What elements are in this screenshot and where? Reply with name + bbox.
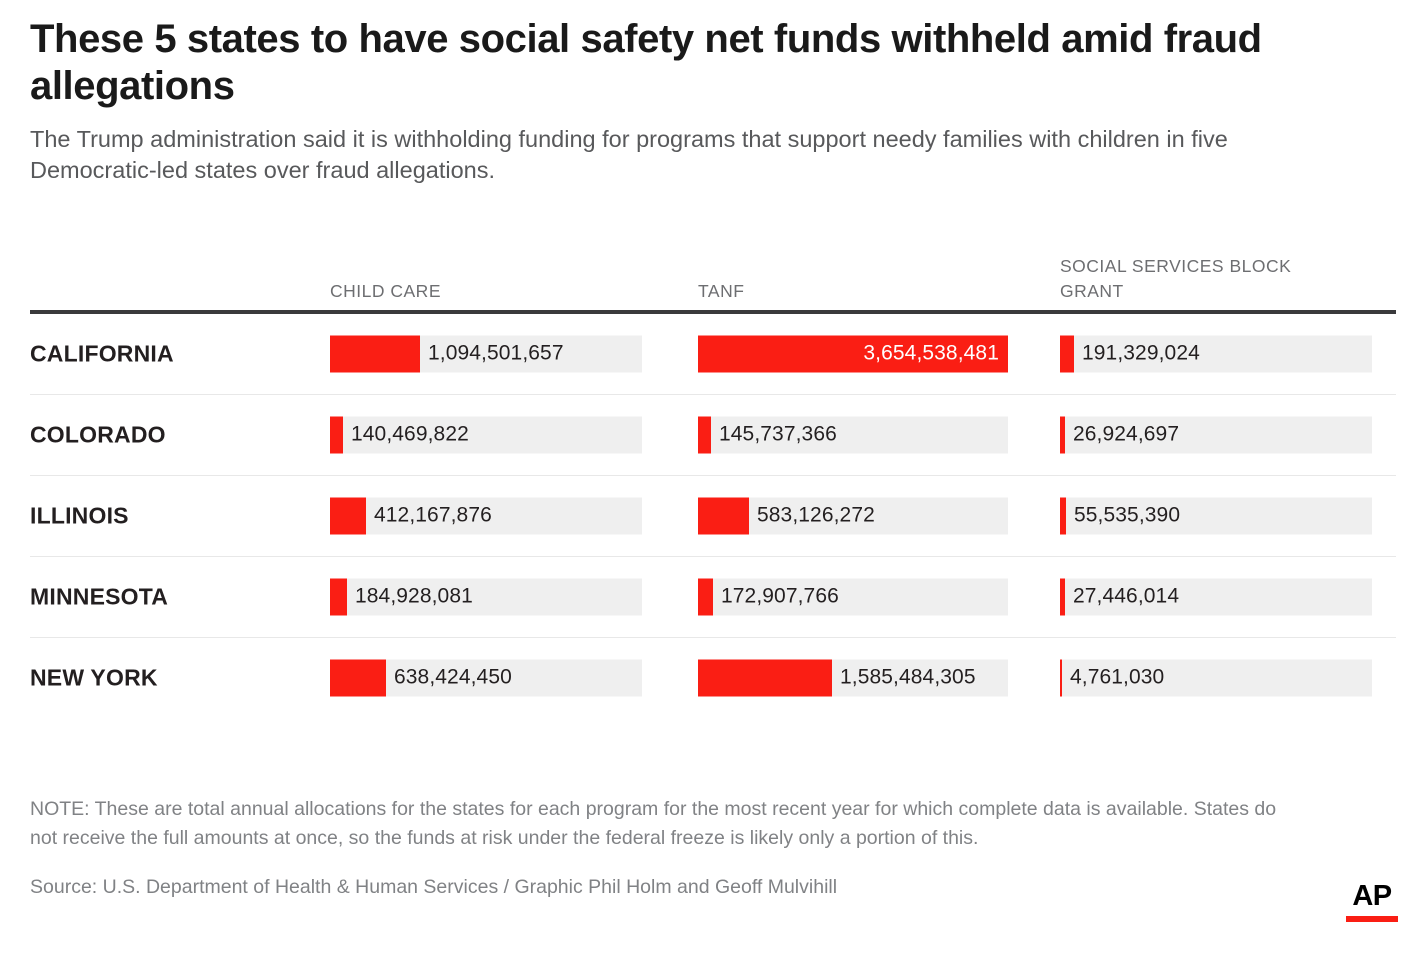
bar-track: 1,094,501,657	[330, 335, 642, 373]
bar-value-label: 145,737,366	[719, 422, 837, 446]
state-label: CALIFORNIA	[30, 340, 174, 367]
bar-fill	[698, 578, 713, 616]
bar-cell: 4,761,030	[1060, 659, 1372, 697]
bar-fill	[1060, 335, 1074, 373]
bar-cell: 583,126,272	[698, 497, 1008, 535]
footer-note: NOTE: These are total annual allocations…	[30, 798, 1277, 849]
state-label: NEW YORK	[30, 664, 158, 691]
bar-value-label: 638,424,450	[394, 665, 512, 689]
bar-cell: 184,928,081	[330, 578, 642, 616]
table-row: NEW YORK 638,424,450 1,585,484,305 4,761,03…	[30, 638, 1396, 718]
bar-cell: 1,094,501,657	[330, 335, 642, 373]
footer-source: Source: U.S. Department of Health & Huma…	[30, 876, 838, 899]
bar-value-label: 184,928,081	[355, 584, 473, 608]
bar-value-label: 26,924,697	[1073, 422, 1180, 446]
bar-cell: 145,737,366	[698, 416, 1008, 454]
bar-fill	[698, 497, 749, 535]
bar-cell: 191,329,024	[1060, 335, 1372, 373]
bar-fill	[1060, 416, 1065, 454]
page-subtitle: The Trump administration said it is with…	[30, 125, 1228, 183]
bar-track: 4,761,030	[1060, 659, 1372, 697]
bar-track: 583,126,272	[698, 497, 1008, 535]
column-header-ssbg: SOCIAL SERVICES BLOCK GRANT	[1060, 255, 1292, 301]
bar-cell: 140,469,822	[330, 416, 642, 454]
bar-fill	[330, 335, 420, 373]
bar-track: 172,907,766	[698, 578, 1008, 616]
bar-value-label: 4,761,030	[1070, 665, 1165, 689]
bar-value-label: 140,469,822	[351, 422, 469, 446]
column-header-row: CHILD CARE TANF SOCIAL SERVICES BLOCK GR…	[30, 232, 1396, 310]
footer: NOTE: These are total annual allocations…	[30, 795, 1396, 902]
bar-track: 27,446,014	[1060, 578, 1372, 616]
bar-track: 638,424,450	[330, 659, 642, 697]
bar-fill	[698, 335, 1008, 373]
bar-track: 55,535,390	[1060, 497, 1372, 535]
bar-value-label: 191,329,024	[1082, 341, 1200, 365]
table-row: COLORADO 140,469,822 145,737,366 26,924,697	[30, 395, 1396, 476]
bar-fill	[698, 659, 832, 697]
bar-cell: 638,424,450	[330, 659, 642, 697]
bar-value-label: 172,907,766	[721, 584, 839, 608]
bar-track: 1,585,484,305	[698, 659, 1008, 697]
bar-cell: 55,535,390	[1060, 497, 1372, 535]
ap-logo-underline	[1346, 916, 1398, 922]
bar-track: 26,924,697	[1060, 416, 1372, 454]
bar-value-label: 412,167,876	[374, 503, 492, 527]
bar-value-label: 1,585,484,305	[840, 665, 976, 689]
state-label: MINNESOTA	[30, 583, 169, 610]
column-header-child-care: CHILD CARE	[330, 280, 441, 301]
bar-cell: 27,446,014	[1060, 578, 1372, 616]
bar-cell: 26,924,697	[1060, 416, 1372, 454]
bar-fill	[330, 578, 347, 616]
column-header-tanf: TANF	[698, 280, 745, 301]
ap-logo: AP	[1346, 882, 1398, 922]
bar-value-label: 55,535,390	[1074, 503, 1181, 527]
bar-fill	[330, 497, 366, 535]
bar-value-label: 583,126,272	[757, 503, 875, 527]
state-label: ILLINOIS	[30, 502, 129, 529]
table-row: CALIFORNIA 1,094,501,657 3,654,538,481 191,…	[30, 314, 1396, 395]
bar-cell: 412,167,876	[330, 497, 642, 535]
bar-track: 191,329,024	[1060, 335, 1372, 373]
bar-chart-table: CHILD CARE TANF SOCIAL SERVICES BLOCK GR…	[30, 232, 1396, 718]
chart-rows: CALIFORNIA 1,094,501,657 3,654,538,481 191,…	[30, 314, 1396, 718]
bar-track: 140,469,822	[330, 416, 642, 454]
bar-fill	[330, 416, 343, 454]
bar-value-label: 3,654,538,481	[863, 341, 999, 365]
state-label: COLORADO	[30, 421, 166, 448]
bar-fill	[698, 416, 711, 454]
bar-fill	[330, 659, 386, 697]
bar-value-label: 1,094,501,657	[428, 341, 564, 365]
bar-value-label: 27,446,014	[1073, 584, 1180, 608]
bar-track: 145,737,366	[698, 416, 1008, 454]
bar-cell: 3,654,538,481	[698, 335, 1008, 373]
bar-fill	[1060, 659, 1062, 697]
bar-cell: 1,585,484,305	[698, 659, 1008, 697]
page-title: These 5 states to have social safety net…	[30, 17, 1262, 108]
bar-track: 3,654,538,481	[698, 335, 1008, 373]
table-row: MINNESOTA 184,928,081 172,907,766 27,446,01…	[30, 557, 1396, 638]
header-rule	[30, 309, 1396, 314]
bar-track: 184,928,081	[330, 578, 642, 616]
bar-cell: 172,907,766	[698, 578, 1008, 616]
bar-fill	[1060, 497, 1066, 535]
bar-fill	[1060, 578, 1065, 616]
ap-logo-text: AP	[1352, 880, 1392, 912]
bar-track: 412,167,876	[330, 497, 642, 535]
table-row: ILLINOIS 412,167,876 583,126,272 55,535,390	[30, 476, 1396, 557]
